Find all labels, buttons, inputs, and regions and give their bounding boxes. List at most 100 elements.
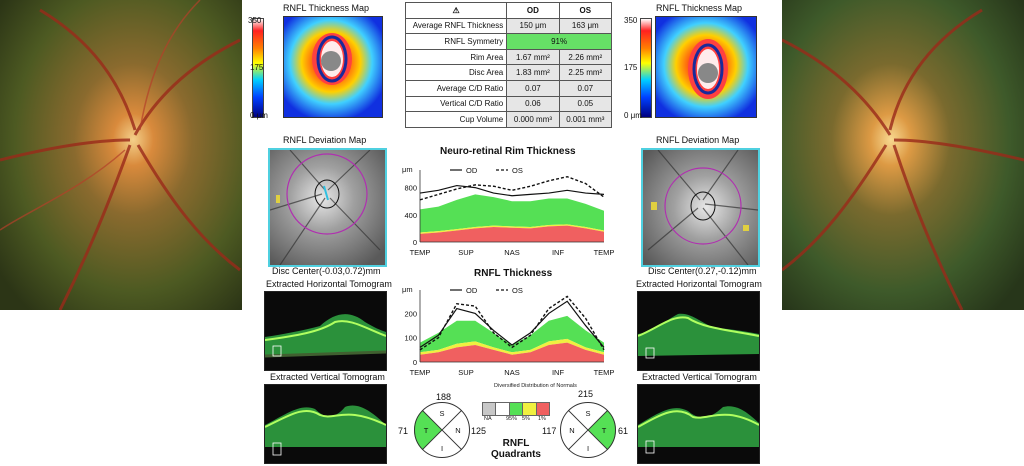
metric-label: Average RNFL Thickness bbox=[404, 17, 508, 35]
os-quadrant-n-label: N bbox=[569, 426, 574, 435]
od-quadrant-s-label: S bbox=[439, 409, 444, 418]
metric-row-symmetry: RNFL Symmetry 91% bbox=[404, 33, 612, 50]
y-axis-unit-label: μm bbox=[402, 285, 413, 294]
od-quadrant-t-label: T bbox=[424, 426, 429, 435]
metric-row-cup-volume: Cup Volume 0.000 mm³ 0.001 mm³ bbox=[404, 111, 613, 128]
legend-label-5: 5% bbox=[522, 416, 530, 422]
metric-label: Rim Area bbox=[404, 48, 508, 66]
y-tick-label: 100 bbox=[404, 334, 417, 343]
normal-band bbox=[420, 194, 604, 233]
abnormal-band bbox=[420, 225, 604, 242]
od-vertical-tomogram-title: Extracted Vertical Tomogram bbox=[270, 372, 385, 382]
metric-row-disc-area: Disc Area 1.83 mm² 2.25 mm² bbox=[404, 64, 613, 81]
od-quadrant-i-label: I bbox=[441, 444, 443, 453]
legend-swatch-na bbox=[483, 403, 497, 415]
series-line-od bbox=[419, 300, 605, 348]
od-disc-center-label: Disc Center(-0.03,0.72)mm bbox=[272, 266, 381, 276]
od-column-header: OD bbox=[506, 2, 560, 19]
metric-od-value: 0.07 bbox=[506, 79, 560, 97]
x-tick-label: TEMP bbox=[594, 248, 614, 257]
legend-label-1: 1% bbox=[538, 416, 546, 422]
warning-icon: ⚠ bbox=[404, 2, 508, 19]
metrics-header-row: ⚠ OD OS bbox=[404, 2, 613, 19]
metric-row-rim-area: Rim Area 1.67 mm² 2.26 mm² bbox=[404, 48, 613, 66]
y-tick-label: 0 bbox=[413, 358, 417, 367]
os-rnfl-thickness-map bbox=[655, 16, 757, 118]
legend-label-na: NA bbox=[484, 416, 492, 422]
os-quadrant-n-value: 117 bbox=[542, 426, 557, 436]
os-quadrant-chart: S N T I bbox=[560, 402, 616, 458]
normals-legend bbox=[482, 402, 550, 416]
y-tick-label: 800 bbox=[404, 184, 417, 193]
rnfl-metrics-table: ⚠ OD OS Average RNFL Thickness 150 μm 16… bbox=[404, 2, 613, 128]
metric-od-value: 0.000 mm³ bbox=[506, 111, 560, 128]
od-deviation-map-title: RNFL Deviation Map bbox=[283, 135, 367, 145]
metric-label: RNFL Symmetry bbox=[404, 33, 508, 50]
os-quadrant-t-sector bbox=[588, 410, 616, 450]
od-horizontal-tomogram-title: Extracted Horizontal Tomogram bbox=[266, 279, 392, 289]
metric-od-value: 1.83 mm² bbox=[506, 64, 560, 81]
os-scale-mid: 175 bbox=[624, 63, 638, 72]
x-tick-label: TEMP bbox=[594, 368, 614, 377]
os-horizontal-tomogram bbox=[637, 291, 760, 371]
metric-os-value: 163 μm bbox=[558, 17, 613, 35]
x-tick-label: TEMP bbox=[410, 248, 431, 257]
metric-row-average-cd: Average C/D Ratio 0.07 0.07 bbox=[404, 79, 613, 97]
os-rnfl-deviation-map bbox=[641, 148, 760, 267]
metric-od-value: 150 μm bbox=[506, 17, 560, 35]
legend-swatch-green bbox=[509, 403, 524, 415]
x-tick-label: NAS bbox=[504, 248, 519, 257]
os-quadrant-s-value: 215 bbox=[578, 389, 594, 399]
os-quadrant-s-label: S bbox=[585, 409, 590, 418]
abnormal-band bbox=[420, 342, 604, 362]
x-tick-label: SUP bbox=[458, 368, 473, 377]
rim-thickness-chart-title: Neuro-retinal Rim Thickness bbox=[440, 146, 576, 157]
legend-label-os: OS bbox=[512, 166, 523, 175]
rim-thickness-chart: 0 400 800 μm TEMP SUP NAS INF TEMP OD OS bbox=[402, 165, 614, 257]
legend-label-95: 95% bbox=[506, 416, 518, 422]
borderline-band bbox=[420, 338, 604, 355]
metric-row-average-rnfl: Average RNFL Thickness 150 μm 163 μm bbox=[404, 17, 613, 35]
rnfl-thickness-chart: 0 100 200 μm TEMP SUP NAS INF TEMP OD OS bbox=[402, 285, 614, 377]
metric-label: Cup Volume bbox=[404, 111, 508, 128]
od-scale-top: 350 bbox=[248, 16, 262, 25]
os-disc-center-label: Disc Center(0.27,-0.12)mm bbox=[648, 266, 757, 276]
metric-symmetry-value: 91% bbox=[506, 33, 612, 50]
rnfl-thickness-chart-title: RNFL Thickness bbox=[474, 268, 553, 279]
os-vertical-tomogram bbox=[637, 384, 760, 464]
series-line-os bbox=[419, 295, 605, 351]
x-tick-label: NAS bbox=[504, 368, 519, 377]
od-quadrant-chart: S T N I bbox=[414, 402, 470, 458]
os-vertical-tomogram-title: Extracted Vertical Tomogram bbox=[642, 372, 757, 382]
quadrants-title-line2: Quadrants bbox=[490, 449, 541, 460]
os-thickness-scale-bar bbox=[640, 18, 652, 118]
metric-label: Disc Area bbox=[404, 64, 508, 81]
os-scale-bottom: 0 μm bbox=[624, 111, 642, 120]
os-horizontal-tomogram-title: Extracted Horizontal Tomogram bbox=[636, 279, 762, 289]
os-quadrant-t-label: T bbox=[602, 426, 607, 435]
y-tick-label: 400 bbox=[404, 211, 417, 220]
od-thickness-scale-bar bbox=[252, 18, 264, 118]
rnfl-quadrants-title: RNFL Quadrants bbox=[486, 438, 546, 460]
od-vertical-tomogram bbox=[264, 384, 387, 464]
series-line-od bbox=[419, 184, 605, 197]
os-fundus-photo bbox=[782, 0, 1024, 310]
metric-os-value: 0.05 bbox=[558, 95, 613, 113]
x-tick-label: INF bbox=[552, 368, 565, 377]
os-scale-top: 350 bbox=[624, 16, 638, 25]
od-rnfl-thickness-map bbox=[283, 16, 383, 118]
x-tick-label: TEMP bbox=[410, 368, 431, 377]
od-scale-mid: 175 bbox=[250, 63, 264, 72]
metric-od-value: 0.06 bbox=[506, 95, 560, 113]
y-tick-label: 200 bbox=[404, 309, 417, 318]
x-tick-label: INF bbox=[552, 248, 565, 257]
od-fundus-photo bbox=[0, 0, 242, 310]
metric-row-vertical-cd: Vertical C/D Ratio 0.06 0.05 bbox=[404, 95, 613, 113]
od-quadrant-n-value: 125 bbox=[471, 426, 487, 436]
y-tick-label: 0 bbox=[413, 238, 417, 247]
metric-label: Vertical C/D Ratio bbox=[404, 95, 508, 113]
od-quadrant-t-value: 71 bbox=[398, 426, 409, 436]
od-scale-bottom: 0 μm bbox=[250, 111, 268, 120]
od-quadrant-t-sector bbox=[414, 410, 442, 450]
os-quadrant-t-value: 61 bbox=[618, 426, 629, 436]
